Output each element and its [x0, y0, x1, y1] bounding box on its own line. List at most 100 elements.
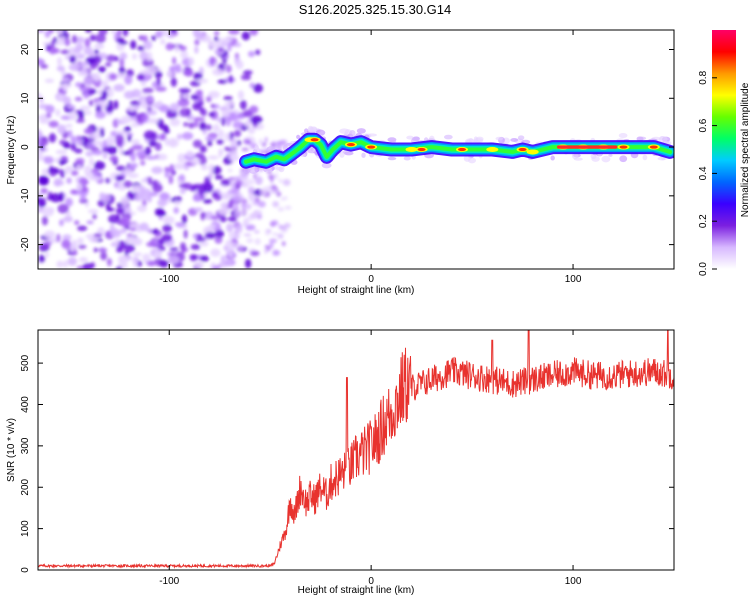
noise-speck: [180, 50, 189, 59]
noise-speck: [185, 150, 194, 158]
noise-speck: [246, 226, 251, 231]
noise-speck: [124, 126, 132, 132]
noise-speck: [225, 64, 232, 73]
noise-speck: [101, 90, 108, 99]
noise-speck: [281, 241, 286, 247]
noise-speck: [63, 96, 72, 106]
noise-speck: [92, 61, 99, 68]
noise-speck: [240, 209, 248, 215]
snr-ytick-label: 400: [20, 396, 31, 413]
noise-speck: [270, 184, 277, 190]
snr-xtick-label: 0: [368, 576, 374, 587]
noise-speck: [158, 124, 169, 130]
noise-speck: [208, 163, 214, 174]
noise-speck: [79, 191, 86, 201]
noise-speck: [212, 124, 220, 132]
noise-speck: [102, 151, 108, 160]
noise-speck: [151, 166, 163, 174]
snr-ytick-label: 300: [20, 437, 31, 454]
ridge-hotspot: [528, 150, 537, 154]
noise-speck: [159, 260, 169, 268]
noise-speck: [39, 96, 44, 104]
noise-speck: [200, 211, 207, 218]
noise-speck: [38, 197, 46, 205]
noise-speck: [177, 98, 190, 107]
noise-speck: [179, 242, 186, 251]
noise-speck: [64, 166, 70, 175]
noise-speck: [96, 90, 103, 95]
noise-speck: [38, 176, 49, 186]
noise-speck: [132, 252, 143, 257]
noise-speck: [155, 30, 163, 39]
noise-speck: [48, 207, 55, 213]
noise-speck: [169, 102, 180, 112]
noise-speck: [232, 120, 244, 129]
noise-speck: [62, 234, 72, 241]
noise-speck: [240, 176, 249, 184]
noise-speck: [240, 170, 245, 175]
noise-speck: [231, 143, 240, 149]
noise-speck: [38, 57, 44, 66]
noise-speck: [146, 51, 153, 62]
noise-speck: [253, 83, 264, 93]
noise-speck: [173, 207, 180, 214]
noise-speck: [235, 60, 244, 70]
noise-speck: [253, 230, 260, 234]
noise-speck: [199, 240, 209, 247]
noise-speck: [142, 87, 154, 93]
noise-speck: [131, 53, 137, 60]
noise-speck: [74, 148, 83, 154]
noise-speck: [78, 244, 87, 249]
noise-speck: [77, 71, 89, 77]
noise-speck: [114, 238, 120, 247]
noise-speck: [70, 135, 77, 144]
colorbar-ticks: 0.0 0.2 0.4 0.6 0.8: [698, 70, 717, 276]
noise-speck: [145, 155, 157, 160]
noise-speck: [213, 36, 219, 42]
noise-speck: [77, 237, 84, 245]
noise-speck: [119, 52, 128, 60]
spectrogram-noise: [38, 30, 292, 269]
noise-speck: [57, 124, 67, 135]
ridge-halo-speck: [444, 134, 453, 140]
noise-speck: [220, 179, 232, 186]
snr-xtick-label: 100: [565, 576, 582, 587]
noise-speck: [140, 160, 146, 166]
noise-speck: [142, 35, 148, 42]
noise-speck: [127, 105, 136, 112]
noise-speck: [83, 76, 94, 87]
ridge-halo-speck: [403, 156, 411, 161]
noise-speck: [236, 113, 245, 120]
noise-speck: [92, 140, 104, 146]
ridge-hotspot: [407, 147, 416, 152]
noise-speck: [234, 42, 242, 48]
noise-speck: [67, 257, 78, 266]
noise-speck: [176, 133, 183, 140]
noise-speck: [116, 72, 126, 79]
ridge-hotspot: [417, 147, 426, 152]
noise-speck: [194, 45, 199, 54]
ridge-hotspot: [346, 143, 355, 147]
noise-speck: [205, 124, 212, 131]
noise-speck: [267, 229, 272, 233]
noise-speck: [244, 258, 252, 269]
noise-speck: [154, 71, 163, 78]
noise-speck: [105, 203, 111, 211]
noise-speck: [70, 189, 78, 194]
noise-speck: [57, 203, 69, 214]
noise-speck: [216, 117, 222, 123]
noise-speck: [235, 211, 240, 219]
noise-speck: [218, 47, 224, 52]
noise-speck: [207, 139, 213, 147]
noise-speck: [173, 200, 182, 206]
noise-speck: [172, 56, 177, 65]
colorbar-tick-label: 0.8: [698, 70, 709, 84]
noise-speck: [61, 239, 72, 249]
noise-speck: [233, 195, 240, 201]
noise-speck: [115, 134, 124, 144]
noise-speck: [220, 255, 226, 265]
noise-speck: [200, 182, 212, 188]
snr-xtick-label: -100: [159, 576, 179, 587]
noise-speck: [193, 120, 199, 128]
noise-speck: [58, 36, 66, 46]
